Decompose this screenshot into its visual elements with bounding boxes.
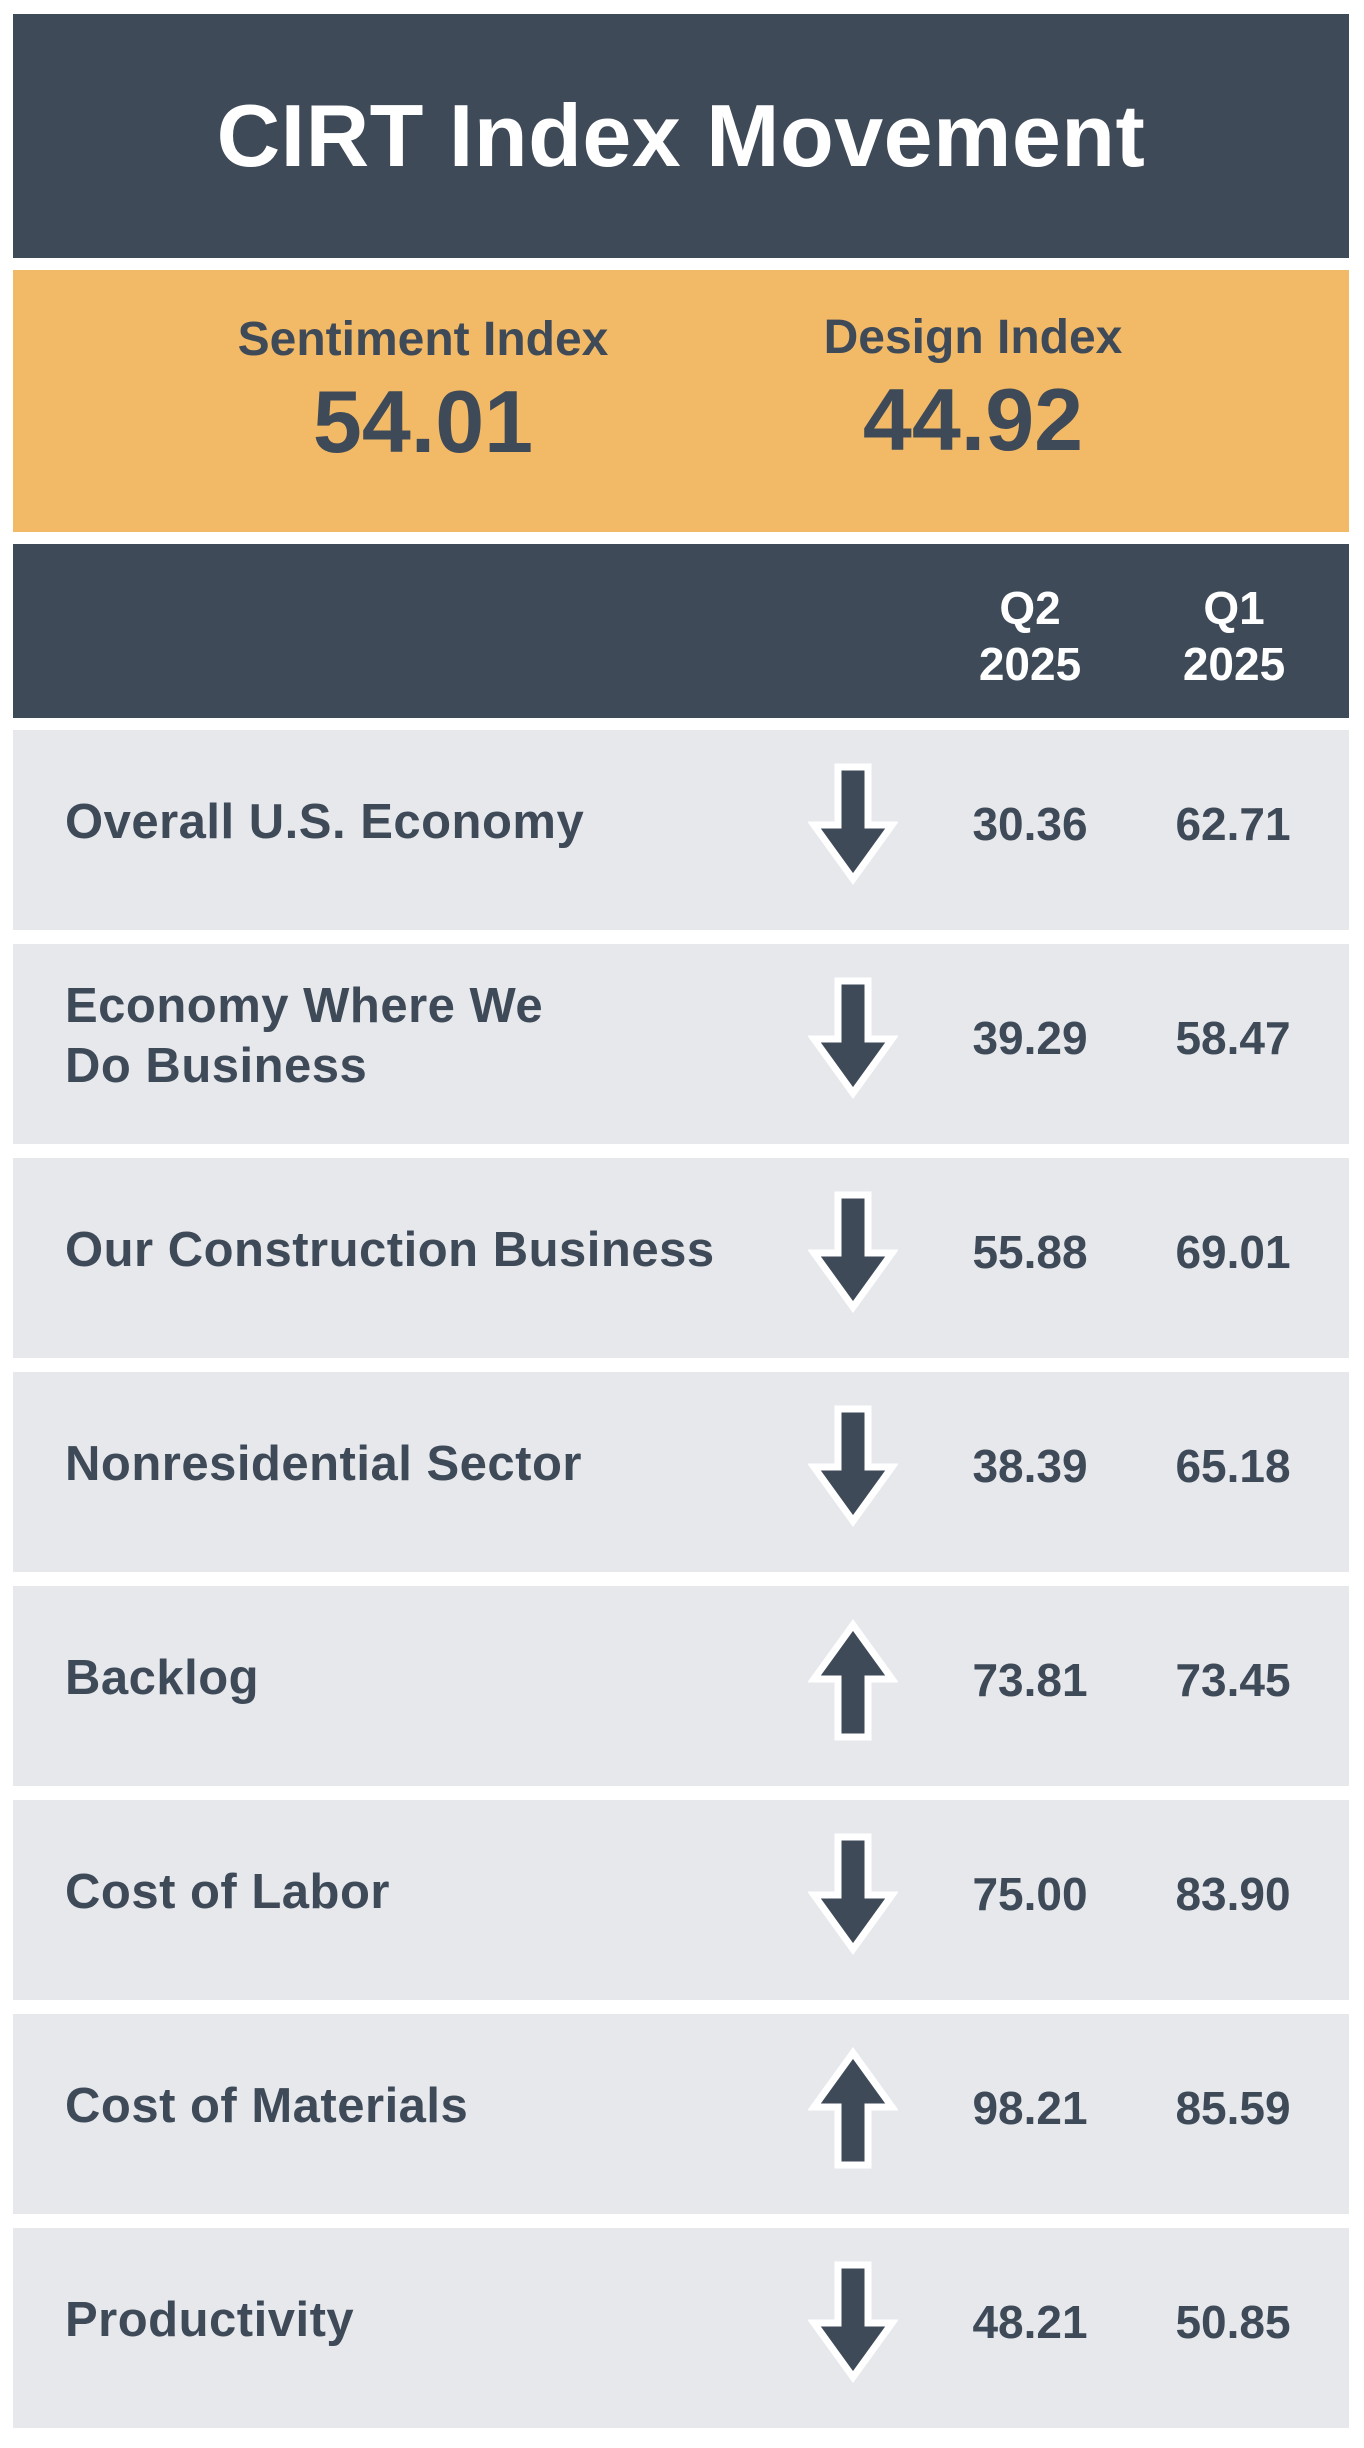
row-label: Our Construction Business: [65, 1158, 785, 1342]
arrow-down-icon: [807, 763, 899, 885]
sentiment-index-value: 54.01: [312, 372, 534, 471]
table-row: Backlog 73.81 73.45: [13, 1586, 1349, 1786]
arrow-down-shape: [807, 1833, 899, 1955]
q2-2025-value: 48.21: [972, 2296, 1088, 2348]
row-label: Productivity: [65, 2228, 785, 2412]
column-header-q1: Q1 2025: [1154, 580, 1314, 692]
table-row: Overall U.S. Economy 30.36 62.71: [13, 730, 1349, 930]
q1-2025-value: 65.18: [1175, 1440, 1291, 1492]
q2-2025-value: 39.29: [972, 1012, 1088, 1064]
q2-2025-value: 38.39: [972, 1440, 1088, 1492]
arrow-down-icon: [807, 2261, 899, 2383]
table-body: Overall U.S. Economy 30.36 62.71 Economy Wh…: [13, 730, 1349, 2428]
table-row: Productivity 48.21 50.85: [13, 2228, 1349, 2428]
q1-2025-value: 50.85: [1175, 2296, 1291, 2348]
design-index-value: 44.92: [862, 370, 1084, 469]
q1-2025-value: 58.47: [1175, 1012, 1291, 1064]
column-header-q2: Q2 2025: [950, 580, 1110, 692]
q1-2025-value: 62.71: [1175, 798, 1291, 850]
arrow-up-shape: [807, 2047, 899, 2169]
q2-2025-value: 98.21: [972, 2082, 1088, 2134]
column-header-q2-year: 2025: [978, 638, 1082, 690]
table-row: Our Construction Business 55.88 69.01: [13, 1158, 1349, 1358]
row-label-text: Our Construction Business: [65, 1223, 715, 1277]
arrow-down-icon: [807, 1405, 899, 1527]
q2-2025-value: 55.88: [972, 1226, 1088, 1278]
column-header-q2-quarter: Q2: [999, 582, 1061, 634]
arrow-up-shape: [807, 1619, 899, 1741]
column-header-q1-quarter: Q1: [1203, 582, 1265, 634]
design-index-label: Design Index: [823, 311, 1123, 364]
q1-2025-value: 83.90: [1175, 1868, 1291, 1920]
arrow-down-icon: [807, 1833, 899, 1955]
chart-title: CIRT Index Movement: [216, 86, 1146, 185]
row-label-text: Cost of Materials: [65, 2079, 469, 2133]
table-row: Economy Where We Do Business 39.29 58.47: [13, 944, 1349, 1144]
sentiment-index-label: Sentiment Index: [237, 313, 609, 366]
row-label: Economy Where We Do Business: [65, 944, 785, 1128]
row-label-text: Cost of Labor: [65, 1865, 390, 1919]
row-label-text: Nonresidential Sector: [65, 1437, 582, 1491]
design-index: Design Index 44.92: [758, 310, 1188, 470]
table-row: Nonresidential Sector 38.39 65.18: [13, 1372, 1349, 1572]
row-label: Backlog: [65, 1586, 785, 1770]
row-label: Cost of Labor: [65, 1800, 785, 1984]
q2-2025-value: 30.36: [972, 798, 1088, 850]
title-bar: CIRT Index Movement: [13, 14, 1349, 258]
arrow-down-shape: [807, 2261, 899, 2383]
arrow-down-icon: [807, 1191, 899, 1313]
q1-2025-value: 73.45: [1175, 1654, 1291, 1706]
table-row: Cost of Materials 98.21 85.59: [13, 2014, 1349, 2214]
row-label-text: Overall U.S. Economy: [65, 795, 585, 849]
arrow-down-shape: [807, 977, 899, 1099]
q2-2025-value: 73.81: [972, 1654, 1088, 1706]
arrow-down-icon: [807, 977, 899, 1099]
q2-2025-value: 75.00: [972, 1868, 1088, 1920]
row-label: Cost of Materials: [65, 2014, 785, 2198]
q1-2025-value: 85.59: [1175, 2082, 1291, 2134]
row-label: Overall U.S. Economy: [65, 730, 785, 914]
row-label-text: Backlog: [65, 1651, 260, 1705]
sentiment-index: Sentiment Index 54.01: [213, 312, 633, 472]
row-label-text: Productivity: [65, 2293, 355, 2347]
arrow-down-shape: [807, 1191, 899, 1313]
arrow-up-icon: [807, 1619, 899, 1741]
table-row: Cost of Labor 75.00 83.90: [13, 1800, 1349, 2000]
q1-2025-value: 69.01: [1175, 1226, 1291, 1278]
row-label: Nonresidential Sector: [65, 1372, 785, 1556]
index-summary: Sentiment Index 54.01 Design Index 44.92: [13, 270, 1349, 532]
row-label-text: Economy Where We Do Business: [65, 979, 544, 1093]
arrow-up-icon: [807, 2047, 899, 2169]
table-header: Q2 2025 Q1 2025: [13, 544, 1349, 718]
infographic: CIRT Index Movement Sentiment Index 54.0…: [13, 14, 1349, 2442]
arrow-down-shape: [807, 763, 899, 885]
column-header-q1-year: 2025: [1182, 638, 1286, 690]
arrow-down-shape: [807, 1405, 899, 1527]
